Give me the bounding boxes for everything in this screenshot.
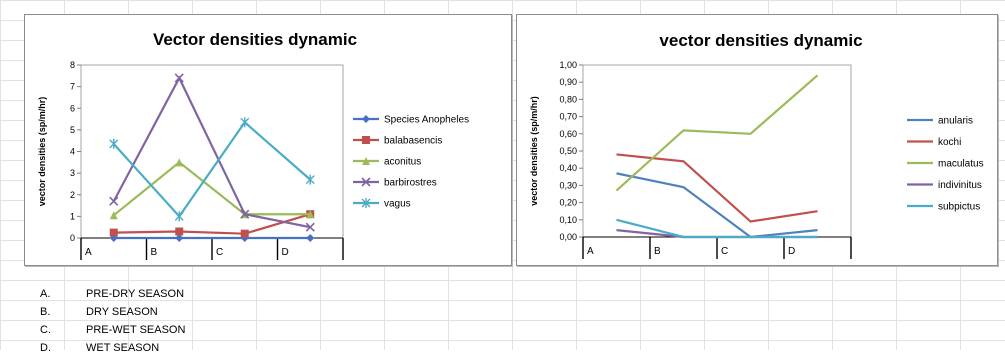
data-point <box>305 222 315 232</box>
note-label: PRE-DRY SEASON <box>86 288 185 300</box>
data-point <box>306 234 315 242</box>
data-point <box>109 196 119 206</box>
chart-canvas-left: Vector densities dynamic vector densities… <box>37 30 469 260</box>
y-axis-label: vector densities (sp/m/hr) <box>37 97 47 207</box>
y-tick-label: 0,00 <box>559 232 577 242</box>
x-tick-label: D <box>788 246 795 257</box>
y-tick-label: 7 <box>70 82 75 92</box>
data-point <box>361 177 371 187</box>
y-tick-label: 5 <box>70 125 75 135</box>
data-point <box>109 211 118 220</box>
note-row: D. WET SEASON <box>40 339 185 357</box>
data-point <box>306 210 315 219</box>
y-tick-label: 0,50 <box>559 146 577 156</box>
series-line <box>616 153 818 223</box>
legend-label: vagus <box>384 199 411 210</box>
note-label: DRY SEASON <box>86 306 158 318</box>
data-point <box>175 234 184 242</box>
chart-title: Vector densities dynamic <box>153 30 357 49</box>
chart-vector-densities-right[interactable]: vector densities dynamic vector densities… <box>516 14 998 266</box>
data-point <box>109 228 118 237</box>
y-tick-label: 0,10 <box>559 215 577 225</box>
y-axis-label: vector densities (sp/m/hr) <box>529 96 539 206</box>
x-tick-label: B <box>151 247 158 258</box>
series-maculatus <box>615 74 819 192</box>
x-tick-label: B <box>654 246 661 257</box>
note-label: WET SEASON <box>86 342 160 354</box>
x-tick-label: C <box>721 246 728 257</box>
data-point <box>109 138 119 149</box>
y-tick-label: 4 <box>70 147 75 157</box>
y-tick-label: 1,00 <box>559 60 577 70</box>
y-tick-label: 0,70 <box>559 112 577 122</box>
y-tick-label: 0,60 <box>559 129 577 139</box>
series-vagus <box>109 117 315 222</box>
x-tick-label: C <box>216 247 223 258</box>
y-tick-label: 0,80 <box>559 94 577 104</box>
data-point <box>175 158 184 167</box>
series-line <box>113 160 311 217</box>
series-anularis <box>616 172 818 239</box>
data-point <box>174 211 184 222</box>
series-line <box>113 213 311 235</box>
series-line <box>616 172 818 239</box>
data-point <box>174 73 184 83</box>
chart-canvas-right: vector densities dynamic vector densities… <box>529 31 984 259</box>
data-point <box>362 136 370 144</box>
y-tick-label: 0,90 <box>559 77 577 87</box>
series-barbirostres <box>109 73 315 232</box>
note-row: B. DRY SEASON <box>40 303 185 321</box>
x-tick-label: A <box>85 247 92 258</box>
series-line <box>112 75 311 229</box>
x-tick-label: D <box>282 247 289 258</box>
series-line <box>615 74 819 192</box>
series-line <box>112 120 311 219</box>
data-point <box>362 115 370 123</box>
legend-label: indivinitus <box>938 180 982 191</box>
y-tick-label: 1 <box>70 211 75 221</box>
note-row: A. PRE-DRY SEASON <box>40 285 185 303</box>
legend-label: barbirostres <box>384 178 437 189</box>
y-tick-label: 0,20 <box>559 198 577 208</box>
note-letter: C. <box>40 324 51 336</box>
y-tick-label: 3 <box>70 168 75 178</box>
y-tick-label: 0 <box>70 233 75 243</box>
chart-vector-densities-left[interactable]: Vector densities dynamic vector densities… <box>24 14 512 266</box>
note-letter: A. <box>40 288 51 300</box>
y-tick-label: 0,40 <box>559 163 577 173</box>
series-subpictus <box>616 218 818 239</box>
series-kochi <box>616 153 818 223</box>
note-letter: B. <box>40 306 51 318</box>
y-tick-label: 6 <box>70 103 75 113</box>
data-point <box>240 229 249 238</box>
legend-label: Species Anopheles <box>384 115 469 126</box>
data-point <box>175 227 184 236</box>
y-tick-label: 0,30 <box>559 180 577 190</box>
chart-title: vector densities dynamic <box>659 31 862 50</box>
data-point <box>305 174 315 185</box>
x-tick-label: A <box>587 246 594 257</box>
series-line <box>616 218 818 239</box>
data-point <box>361 198 371 208</box>
y-tick-label: 2 <box>70 190 75 200</box>
note-letter: D. <box>40 342 51 354</box>
legend-label: anularis <box>938 116 973 127</box>
season-legend: A. PRE-DRY SEASON B. DRY SEASON C. PRE-W… <box>40 285 185 357</box>
y-tick-label: 8 <box>70 60 75 70</box>
note-label: PRE-WET SEASON <box>86 324 186 336</box>
legend-label: maculatus <box>938 159 984 170</box>
legend-label: aconitus <box>384 157 421 168</box>
data-point <box>362 157 370 165</box>
legend-label: subpictus <box>938 202 980 213</box>
note-row: C. PRE-WET SEASON <box>40 321 185 339</box>
data-point <box>240 209 250 219</box>
legend-label: balabasencis <box>384 136 442 147</box>
data-point <box>240 117 250 128</box>
legend-label: kochi <box>938 137 961 148</box>
